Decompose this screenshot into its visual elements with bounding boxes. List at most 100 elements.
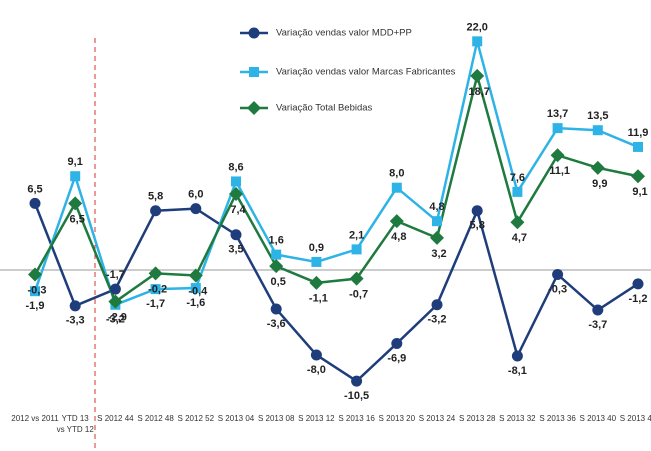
x-tick-label: S 2012 44 bbox=[97, 414, 134, 423]
marker bbox=[471, 205, 483, 217]
marker bbox=[28, 267, 42, 282]
series-line bbox=[33, 70, 639, 304]
data-label: 0,5 bbox=[271, 276, 286, 288]
marker bbox=[631, 169, 645, 184]
marker bbox=[29, 197, 41, 209]
data-label: 9,1 bbox=[632, 186, 647, 198]
marker bbox=[150, 205, 162, 217]
marker bbox=[349, 271, 364, 286]
marker bbox=[431, 299, 443, 311]
marker bbox=[188, 268, 203, 283]
marker bbox=[230, 229, 242, 241]
x-tick-label: YTD 13 vs YTD 12 bbox=[56, 414, 94, 434]
marker bbox=[69, 300, 81, 312]
data-label: 6,5 bbox=[27, 183, 42, 195]
marker bbox=[470, 68, 485, 83]
data-label: 0,9 bbox=[309, 242, 324, 254]
series-line bbox=[33, 202, 639, 383]
data-label: -0,2 bbox=[148, 283, 167, 295]
x-tick-label: 2012 vs 2011 bbox=[11, 414, 59, 423]
marker bbox=[190, 203, 202, 215]
x-tick-label: S 2013 36 bbox=[539, 414, 576, 423]
data-label: 6,0 bbox=[188, 189, 203, 201]
x-tick-label: S 2012 48 bbox=[137, 414, 174, 423]
x-tick-label: S 2013 04 bbox=[217, 414, 255, 423]
marker bbox=[552, 123, 563, 134]
data-label: 13,7 bbox=[547, 108, 568, 120]
data-label: -0,3 bbox=[548, 283, 567, 295]
marker bbox=[590, 160, 605, 175]
marker bbox=[510, 215, 525, 230]
data-label: -3,2 bbox=[106, 314, 125, 326]
marker bbox=[389, 214, 404, 229]
x-tick-label: S 2013 12 bbox=[298, 414, 335, 423]
marker bbox=[269, 259, 284, 274]
marker bbox=[592, 304, 604, 316]
series-line bbox=[33, 41, 639, 307]
data-label: -3,7 bbox=[588, 319, 607, 331]
data-label: -1,7 bbox=[106, 269, 125, 281]
marker bbox=[310, 349, 322, 361]
data-label: 3,5 bbox=[228, 244, 243, 256]
data-label: -1,7 bbox=[146, 298, 165, 310]
x-tick-label: S 2012 52 bbox=[177, 414, 215, 423]
data-label: 9,1 bbox=[68, 156, 83, 168]
data-label: 4,8 bbox=[391, 231, 406, 243]
legend-marker bbox=[248, 27, 260, 39]
x-tick-label: S 2013 28 bbox=[458, 414, 496, 423]
x-tick-label: S 2013 32 bbox=[499, 414, 536, 423]
marker bbox=[550, 148, 565, 163]
legend-marker bbox=[247, 101, 261, 115]
data-label: -8,1 bbox=[508, 365, 527, 377]
marker bbox=[391, 337, 403, 349]
data-label: -3,3 bbox=[66, 315, 85, 327]
x-tick-label: S 2013 08 bbox=[257, 414, 295, 423]
legend-label: Variação vendas valor Marcas Fabricantes bbox=[276, 67, 456, 78]
data-label: 8,6 bbox=[228, 161, 243, 173]
marker bbox=[70, 171, 81, 182]
marker bbox=[632, 278, 644, 290]
marker bbox=[148, 266, 163, 281]
data-label: 13,5 bbox=[587, 110, 608, 122]
data-label: -0,4 bbox=[188, 285, 208, 297]
data-label: -1,1 bbox=[309, 293, 328, 305]
data-label: 7,4 bbox=[230, 204, 246, 216]
marker bbox=[108, 294, 123, 309]
data-label: -2,9 bbox=[108, 312, 127, 324]
marker bbox=[270, 303, 282, 315]
data-label: -0,7 bbox=[349, 289, 368, 301]
data-label: 4,8 bbox=[429, 201, 444, 213]
data-label: 5,8 bbox=[148, 191, 163, 203]
marker bbox=[311, 256, 322, 267]
marker bbox=[351, 244, 362, 255]
marker bbox=[512, 186, 523, 197]
x-tick-label: S 2013 20 bbox=[378, 414, 416, 423]
x-tick-label: S 2013 24 bbox=[418, 414, 456, 423]
data-label: -10,5 bbox=[344, 390, 369, 402]
x-tick-label: S 2013 16 bbox=[338, 414, 375, 423]
data-label: -1,6 bbox=[186, 297, 205, 309]
marker bbox=[231, 176, 241, 187]
marker bbox=[391, 182, 402, 193]
marker bbox=[432, 216, 442, 227]
data-label: -0,3 bbox=[28, 284, 47, 296]
x-tick-label: S 2013 44 bbox=[619, 414, 651, 423]
data-label: -1,2 bbox=[629, 293, 648, 305]
marker bbox=[150, 284, 161, 295]
data-label: 8,0 bbox=[389, 168, 404, 180]
data-label: 1,6 bbox=[269, 235, 284, 247]
legend-marker bbox=[249, 67, 259, 77]
marker bbox=[109, 283, 121, 295]
data-label: -1,9 bbox=[26, 300, 45, 312]
marker bbox=[511, 350, 523, 362]
data-label: 5,8 bbox=[470, 220, 485, 232]
marker bbox=[351, 375, 363, 387]
data-label: 11,9 bbox=[628, 127, 649, 139]
data-label: 9,9 bbox=[592, 178, 607, 190]
marker bbox=[592, 125, 603, 136]
data-label: 4,7 bbox=[512, 232, 527, 244]
data-label: 3,2 bbox=[431, 248, 446, 260]
data-label: 22,0 bbox=[466, 21, 487, 33]
